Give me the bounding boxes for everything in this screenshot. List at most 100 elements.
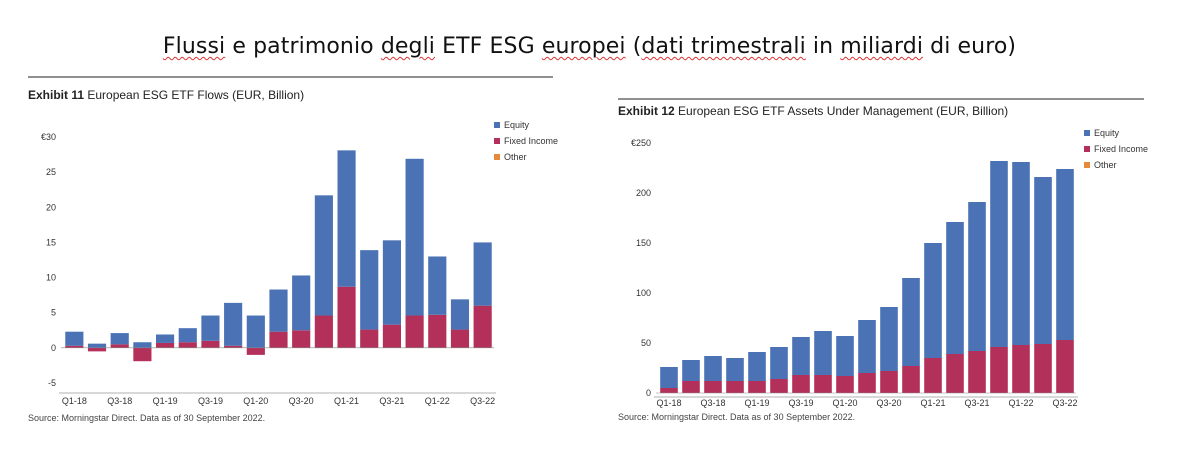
equity-bar <box>87 343 107 348</box>
fixed-income-bar <box>201 340 220 348</box>
equity-bar <box>1012 162 1030 345</box>
legend-swatch <box>1084 130 1090 136</box>
legend-label: Fixed Income <box>504 136 558 146</box>
x-tick-label: Q1-20 <box>832 398 857 408</box>
legend-swatch <box>1084 146 1090 152</box>
fixed-income-bar <box>1056 340 1074 393</box>
y-tick-label: 25 <box>46 167 56 177</box>
fixed-income-bar <box>110 344 129 348</box>
legend-label: Other <box>504 152 527 162</box>
equity-bar <box>660 367 678 388</box>
fixed-income-bar <box>314 315 333 348</box>
page-title: Flussi e patrimonio degli ETF ESG europe… <box>0 34 1179 59</box>
y-tick-label: 0 <box>51 343 56 353</box>
fixed-income-bar <box>178 342 197 348</box>
equity-bar <box>428 256 447 315</box>
x-tick-label: Q1-18 <box>656 398 681 408</box>
fixed-income-bar <box>946 354 964 393</box>
equity-bar <box>1056 169 1074 340</box>
equity-bar <box>792 337 810 375</box>
fixed-income-bar <box>682 381 700 393</box>
chart-title-text: European ESG ETF Flows (EUR, Billion) <box>84 88 304 102</box>
fixed-income-bar <box>224 345 243 348</box>
y-tick-label: €30 <box>41 132 56 142</box>
equity-bar <box>836 336 854 376</box>
x-tick-label: Q3-18 <box>700 398 725 408</box>
fixed-income-bar <box>382 324 401 348</box>
x-tick-label: Q1-21 <box>920 398 945 408</box>
x-tick-label: Q1-20 <box>243 396 268 406</box>
equity-bar <box>748 352 766 381</box>
fixed-income-bar <box>337 286 356 348</box>
chart-title: Exhibit 11 European ESG ETF Flows (EUR, … <box>28 88 304 102</box>
y-tick-label: 10 <box>46 273 56 283</box>
fixed-income-bar <box>858 373 876 393</box>
fixed-income-bar <box>428 314 447 348</box>
fixed-income-bar <box>704 381 722 393</box>
equity-bar <box>224 302 243 346</box>
fixed-income-bar <box>880 371 898 393</box>
legend-label: Other <box>1094 160 1117 170</box>
equity-bar <box>450 299 470 330</box>
x-tick-label: Q3-19 <box>198 396 223 406</box>
equity-bar <box>902 278 920 366</box>
x-tick-label: Q3-22 <box>1052 398 1077 408</box>
y-tick-label: 50 <box>641 338 651 348</box>
fixed-income-bar <box>450 329 470 348</box>
title-part: miliardi <box>840 34 924 59</box>
equity-bar <box>770 347 788 379</box>
x-tick-label: Q3-22 <box>470 396 495 406</box>
title-part: europei <box>541 34 626 59</box>
equity-bar <box>246 315 265 348</box>
y-tick-label: -5 <box>48 378 56 388</box>
x-tick-label: Q1-21 <box>334 396 359 406</box>
x-tick-label: Q3-20 <box>876 398 901 408</box>
title-part: di euro) <box>923 34 1017 59</box>
fixed-income-bar <box>87 347 107 352</box>
equity-bar <box>65 331 84 346</box>
x-tick-label: Q3-18 <box>107 396 132 406</box>
equity-bar <box>946 222 964 354</box>
x-tick-label: Q3-21 <box>379 396 404 406</box>
equity-bar <box>968 202 986 351</box>
fixed-income-bar <box>968 351 986 393</box>
legend-swatch <box>494 138 500 144</box>
equity-bar <box>382 240 401 325</box>
title-part: degli <box>380 34 436 59</box>
fixed-income-bar <box>792 375 810 393</box>
fixed-income-bar <box>836 376 854 393</box>
x-tick-label: Q3-19 <box>788 398 813 408</box>
x-tick-label: Q1-22 <box>1008 398 1033 408</box>
equity-bar <box>405 158 424 316</box>
equity-bar <box>201 315 220 341</box>
chart-1: Exhibit 11 European ESG ETF Flows (EUR, … <box>28 76 558 423</box>
fixed-income-bar <box>156 342 175 348</box>
fixed-income-bar <box>269 331 288 348</box>
title-part: ( <box>625 34 642 59</box>
equity-bar <box>110 333 129 345</box>
source-note: Source: Morningstar Direct. Data as of 3… <box>28 413 265 423</box>
x-tick-label: Q1-19 <box>744 398 769 408</box>
fixed-income-bar <box>902 366 920 393</box>
exhibit-label: Exhibit 11 <box>28 88 84 102</box>
equity-bar <box>178 328 197 343</box>
title-part: ETF ESG <box>435 34 542 59</box>
fixed-income-bar <box>246 347 265 355</box>
y-tick-label: €250 <box>631 138 651 148</box>
equity-bar <box>337 150 356 287</box>
legend-label: Equity <box>1094 128 1120 138</box>
equity-bar <box>990 161 1008 347</box>
equity-bar <box>1034 177 1052 344</box>
chart-title-text: European ESG ETF Assets Under Management… <box>675 104 1008 118</box>
x-tick-label: Q1-18 <box>62 396 87 406</box>
fixed-income-bar <box>990 347 1008 393</box>
x-tick-label: Q1-22 <box>425 396 450 406</box>
equity-bar <box>726 358 744 381</box>
chart-title: Exhibit 12 European ESG ETF Assets Under… <box>618 104 1008 118</box>
equity-bar <box>314 195 333 316</box>
title-part: e patrimonio <box>225 34 381 59</box>
exhibit-label: Exhibit 12 <box>618 104 675 118</box>
fixed-income-bar <box>660 388 678 393</box>
y-tick-label: 200 <box>636 188 651 198</box>
